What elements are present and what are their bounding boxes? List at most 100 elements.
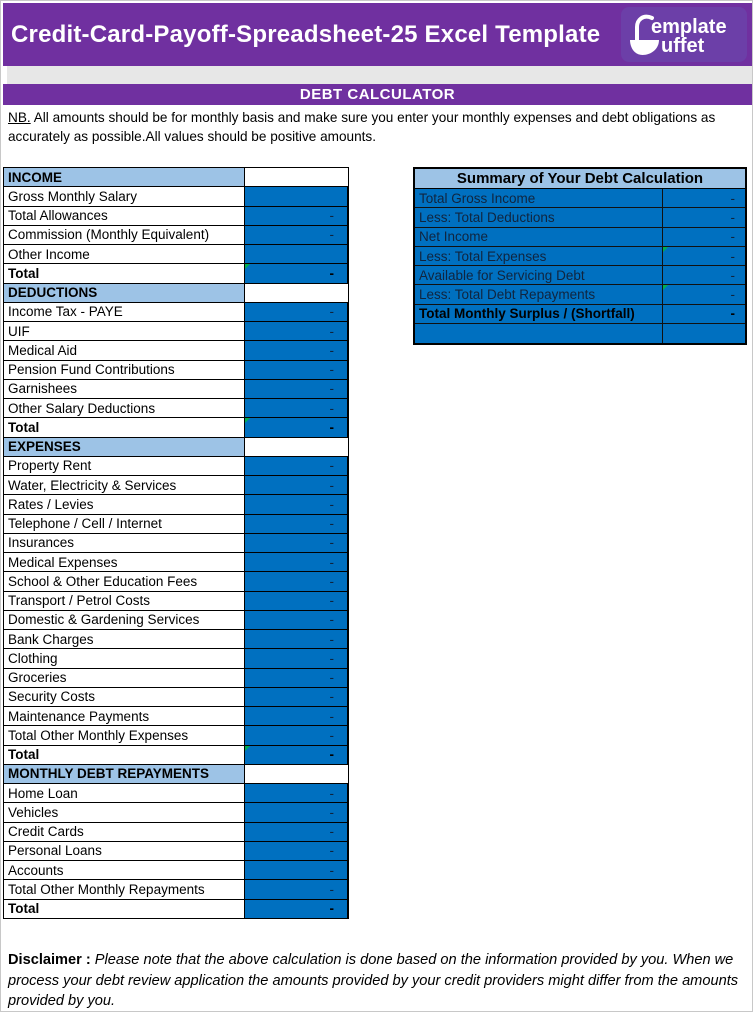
value-cell[interactable]: - [244,880,349,900]
section-header-row-deductions: DEDUCTIONS [3,283,349,303]
cell-value: - [329,901,335,917]
value-cell[interactable]: - [244,591,349,611]
cell-value: - [329,227,335,243]
cell-value: - [730,209,736,225]
row-label: Other Salary Deductions [3,399,244,419]
table-row: Bank Charges - [3,630,349,650]
cell-value: - [329,785,335,801]
value-cell[interactable]: - [244,668,349,688]
value-cell[interactable]: - [244,533,349,553]
table-row: Total - [3,418,349,438]
summary-row: Total Monthly Surplus / (Shortfall) - [415,304,745,325]
section-header-row-expenses: EXPENSES [3,437,349,457]
value-cell[interactable] [244,187,349,207]
value-cell[interactable]: - [244,514,349,534]
value-cell[interactable]: - [244,822,349,842]
divider-band [7,66,752,84]
row-label: Home Loan [3,784,244,804]
value-cell[interactable]: - [244,225,349,245]
value-cell[interactable]: - [244,803,349,823]
value-cell[interactable]: - [244,495,349,515]
cell-value: - [329,535,335,551]
cell-value: - [329,747,335,763]
value-cell[interactable]: - [244,572,349,592]
formula-marker-icon [663,246,668,252]
summary-row: Less: Total Expenses - [415,246,745,267]
summary-value-cell[interactable]: - [662,304,745,325]
value-cell[interactable]: - [244,418,349,438]
table-row: Insurances - [3,533,349,553]
table-row: Domestic & Gardening Services - [3,610,349,630]
value-cell[interactable]: - [244,784,349,804]
table-row: Groceries - [3,668,349,688]
formula-marker-icon [245,264,250,270]
value-cell[interactable] [244,245,349,265]
row-label: Clothing [3,649,244,669]
nb-text: All amounts should be for monthly basis … [8,110,716,145]
value-cell[interactable]: - [244,360,349,380]
value-cell[interactable]: - [244,899,349,919]
table-row: Commission (Monthly Equivalent) - [3,225,349,245]
row-label: Medical Aid [3,341,244,361]
value-cell[interactable]: - [244,610,349,630]
row-label: Medical Expenses [3,553,244,573]
cell-value: - [329,458,335,474]
table-row: Gross Monthly Salary [3,187,349,207]
row-label: Vehicles [3,803,244,823]
value-cell[interactable]: - [244,745,349,765]
row-label: Total [3,899,244,919]
table-row: Vehicles - [3,803,349,823]
value-cell[interactable]: - [244,264,349,284]
summary-value-cell[interactable] [662,324,745,344]
section-header-spacer [244,168,349,188]
value-cell[interactable]: - [244,841,349,861]
value-cell[interactable]: - [244,476,349,496]
table-row: Maintenance Payments - [3,707,349,727]
summary-value-cell[interactable]: - [662,246,745,267]
value-cell[interactable]: - [244,341,349,361]
summary-value-cell[interactable]: - [662,208,745,228]
table-row: Rates / Levies - [3,495,349,515]
section-header-label: EXPENSES [3,437,244,457]
summary-value-cell[interactable]: - [662,227,745,247]
value-cell[interactable]: - [244,302,349,322]
formula-marker-icon [663,285,668,291]
cell-value: - [329,304,335,320]
section-header-label: MONTHLY DEBT REPAYMENTS [3,764,244,784]
summary-row: Less: Total Debt Repayments - [415,285,745,305]
summary-row-label: Less: Total Debt Repayments [415,285,662,305]
value-cell[interactable]: - [244,726,349,746]
value-cell[interactable]: - [244,630,349,650]
value-cell[interactable]: - [244,322,349,342]
cell-value: - [329,496,335,512]
summary-value-cell[interactable]: - [662,285,745,305]
value-cell[interactable]: - [244,379,349,399]
summary-value-cell[interactable]: - [662,189,745,209]
value-cell[interactable]: - [244,707,349,727]
value-cell[interactable]: - [244,861,349,881]
cell-value: - [329,323,335,339]
cell-value: - [329,689,335,705]
summary-row-label: Total Monthly Surplus / (Shortfall) [415,305,662,325]
summary-row: Available for Servicing Debt - [415,266,745,286]
summary-row: Less: Total Deductions - [415,208,745,228]
summary-title: Summary of Your Debt Calculation [415,169,745,189]
row-label: Total [3,745,244,765]
table-row: Other Salary Deductions - [3,399,349,419]
cell-value: - [329,670,335,686]
title-banner: Credit-Card-Payoff-Spreadsheet-25 Excel … [3,3,752,66]
row-label: Personal Loans [3,841,244,861]
value-cell[interactable]: - [244,206,349,226]
table-row: Home Loan - [3,784,349,804]
section-header-spacer [244,437,349,457]
row-label: Garnishees [3,379,244,399]
cell-value: - [730,190,736,206]
value-cell[interactable]: - [244,553,349,573]
value-cell[interactable]: - [244,456,349,476]
value-cell[interactable]: - [244,649,349,669]
formula-marker-icon [245,418,250,424]
value-cell[interactable]: - [244,687,349,707]
value-cell[interactable]: - [244,399,349,419]
summary-value-cell[interactable]: - [662,266,745,286]
